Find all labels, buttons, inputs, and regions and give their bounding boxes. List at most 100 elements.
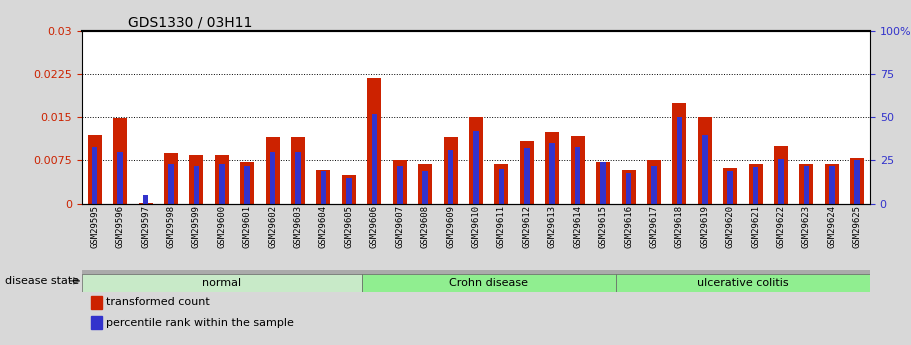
Text: transformed count: transformed count xyxy=(106,297,210,307)
Text: GSM29599: GSM29599 xyxy=(192,205,201,248)
Bar xyxy=(372,114,377,204)
Text: GSM29618: GSM29618 xyxy=(675,205,684,248)
Text: GSM29600: GSM29600 xyxy=(218,205,226,248)
Text: GSM29619: GSM29619 xyxy=(701,205,710,248)
Text: GSM29606: GSM29606 xyxy=(370,205,379,248)
Bar xyxy=(727,171,733,204)
Bar xyxy=(367,78,382,204)
Bar xyxy=(855,160,860,204)
Bar xyxy=(621,170,636,204)
Bar xyxy=(244,166,250,204)
Text: percentile rank within the sample: percentile rank within the sample xyxy=(106,318,293,328)
Bar xyxy=(362,274,616,292)
Bar xyxy=(570,136,585,204)
Text: normal: normal xyxy=(202,278,241,288)
Bar xyxy=(749,165,763,204)
Bar xyxy=(596,162,610,204)
Bar xyxy=(444,137,457,204)
Text: ulcerative colitis: ulcerative colitis xyxy=(697,278,789,288)
Bar xyxy=(524,148,529,204)
Text: GSM29598: GSM29598 xyxy=(167,205,176,248)
Bar xyxy=(672,103,686,204)
Bar xyxy=(189,155,203,204)
Bar xyxy=(266,137,280,204)
Bar xyxy=(829,166,834,204)
Bar xyxy=(469,117,483,204)
Text: GSM29603: GSM29603 xyxy=(293,205,302,248)
Bar xyxy=(219,164,225,204)
Bar xyxy=(702,135,708,204)
Bar xyxy=(549,143,555,204)
Bar xyxy=(143,195,148,204)
Text: GDS1330 / 03H11: GDS1330 / 03H11 xyxy=(128,16,252,30)
Bar xyxy=(164,153,178,204)
Bar xyxy=(698,117,711,204)
Bar xyxy=(423,171,428,204)
Text: GSM29608: GSM29608 xyxy=(421,205,430,248)
Text: GSM29595: GSM29595 xyxy=(90,205,99,248)
Text: GSM29612: GSM29612 xyxy=(522,205,531,248)
Text: GSM29622: GSM29622 xyxy=(776,205,785,248)
Bar xyxy=(270,152,275,204)
Text: GSM29615: GSM29615 xyxy=(599,205,608,248)
Bar xyxy=(723,168,737,204)
Text: GSM29610: GSM29610 xyxy=(472,205,480,248)
Text: GSM29620: GSM29620 xyxy=(726,205,734,248)
Bar xyxy=(647,160,660,204)
Text: GSM29621: GSM29621 xyxy=(751,205,760,248)
Bar xyxy=(473,131,479,204)
Text: GSM29617: GSM29617 xyxy=(650,205,659,248)
Text: GSM29614: GSM29614 xyxy=(573,205,582,248)
Text: disease state: disease state xyxy=(5,276,78,286)
Bar xyxy=(850,158,865,204)
Text: GSM29616: GSM29616 xyxy=(624,205,633,248)
Bar xyxy=(774,146,788,204)
Bar xyxy=(778,159,783,204)
Bar xyxy=(448,150,454,204)
Bar xyxy=(193,166,200,204)
Text: GSM29623: GSM29623 xyxy=(802,205,811,248)
Text: GSM29624: GSM29624 xyxy=(827,205,836,248)
Bar xyxy=(677,117,682,204)
Bar xyxy=(92,147,97,204)
Bar xyxy=(495,165,508,204)
Bar xyxy=(800,165,814,204)
Bar xyxy=(346,178,352,204)
Bar xyxy=(616,274,870,292)
Text: GSM29625: GSM29625 xyxy=(853,205,862,248)
Text: GSM29596: GSM29596 xyxy=(116,205,125,248)
Bar xyxy=(321,171,326,204)
Bar xyxy=(752,167,759,204)
Bar xyxy=(397,166,403,204)
Bar xyxy=(113,118,128,204)
Bar xyxy=(626,172,631,204)
Bar xyxy=(575,147,580,204)
Bar xyxy=(87,135,102,204)
Text: Crohn disease: Crohn disease xyxy=(449,278,528,288)
Text: GSM29602: GSM29602 xyxy=(268,205,277,248)
Bar xyxy=(342,175,356,204)
Bar xyxy=(215,155,229,204)
Bar xyxy=(418,165,432,204)
Text: GSM29609: GSM29609 xyxy=(446,205,456,248)
Bar xyxy=(600,162,606,204)
Bar xyxy=(292,137,305,204)
Bar xyxy=(651,166,657,204)
Text: GSM29605: GSM29605 xyxy=(344,205,353,248)
Bar xyxy=(520,141,534,204)
Bar xyxy=(393,160,406,204)
Bar xyxy=(316,170,331,204)
Bar xyxy=(241,162,254,204)
Bar xyxy=(824,165,839,204)
Text: GSM29601: GSM29601 xyxy=(242,205,251,248)
Bar xyxy=(546,132,559,204)
Bar xyxy=(804,166,809,204)
Bar xyxy=(138,203,152,204)
Bar xyxy=(118,152,123,204)
Text: GSM29607: GSM29607 xyxy=(395,205,404,248)
Bar xyxy=(82,270,870,274)
Bar xyxy=(295,152,301,204)
Bar xyxy=(169,164,174,204)
Text: GSM29604: GSM29604 xyxy=(319,205,328,248)
Text: GSM29597: GSM29597 xyxy=(141,205,150,248)
